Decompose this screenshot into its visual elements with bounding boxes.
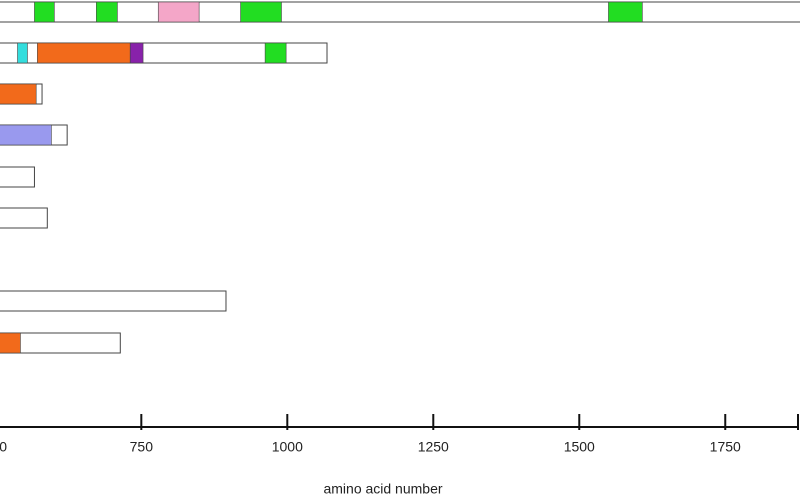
x-tick-label: 1750 [710,439,741,455]
x-tick-label: 750 [130,439,154,455]
domain [129,42,144,64]
domain [240,1,282,23]
domain [0,124,52,146]
x-axis-label: amino acid number [323,481,442,497]
domain [0,83,37,105]
protein-bar [0,207,48,229]
domain [37,42,131,64]
x-tick-label: 500 [0,439,7,455]
domain [264,42,287,64]
x-tick-label: 1000 [272,439,303,455]
protein-bar [0,1,800,23]
protein-bar [0,166,35,188]
domain [17,42,28,64]
domain [96,1,118,23]
protein-bar [0,332,121,354]
x-tick-label: 1250 [418,439,449,455]
domain [34,1,55,23]
domain [0,332,21,354]
domain [157,1,200,23]
domain [608,1,643,23]
x-tick-label: 1500 [564,439,595,455]
protein-bar [0,290,227,312]
